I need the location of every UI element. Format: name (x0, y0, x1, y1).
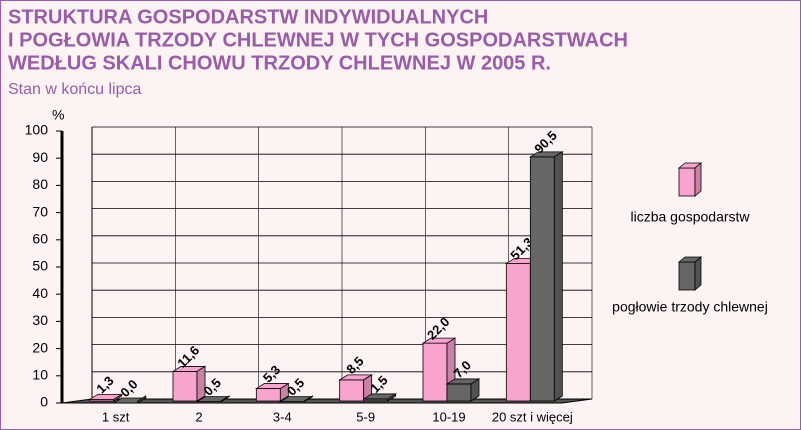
x-tick-label: 2 (195, 409, 202, 424)
y-tick-label: 10 (32, 367, 48, 383)
bar-side (387, 393, 397, 402)
bar (88, 393, 124, 402)
legend-side (694, 256, 702, 291)
bar-side (196, 365, 206, 402)
chart-title: I POGŁOWIA TRZODY CHLEWNEJ W TYCH GOSPOD… (8, 29, 628, 51)
y-tick-label: 30 (32, 312, 48, 328)
bar-side (553, 151, 563, 402)
y-tick-label: 90 (32, 149, 48, 165)
bar-front (339, 379, 365, 402)
bar (254, 382, 290, 402)
y-axis-label: % (52, 107, 64, 123)
legend-front (678, 261, 696, 291)
bar (278, 395, 314, 403)
legend-swatch (677, 256, 703, 291)
y-tick-label: 40 (32, 285, 48, 301)
x-tick-label: 1 szt (102, 409, 130, 424)
bar-side (220, 395, 230, 403)
x-tick-label: 3-4 (273, 409, 292, 424)
bar (112, 395, 148, 404)
legend-front (678, 167, 696, 197)
bar-front (422, 342, 448, 402)
bar (528, 151, 564, 402)
bar-front (505, 263, 531, 402)
x-tick-label: 5-9 (356, 409, 375, 424)
y-tick-label: 20 (32, 339, 48, 355)
legend-side (694, 162, 702, 197)
y-tick-label: 0 (40, 394, 48, 410)
y-tick-label: 50 (32, 258, 48, 274)
chart-title: STRUKTURA GOSPODARSTW INDYWIDUALNYCH (8, 6, 488, 28)
y-tick-label: 60 (32, 231, 48, 247)
bar-side (279, 382, 289, 402)
x-tick-label: 10-19 (432, 409, 465, 424)
bar (195, 395, 231, 403)
y-tick-label: 70 (32, 203, 48, 219)
x-tick-label: 20 szt i więcej (492, 409, 573, 424)
bar (362, 393, 398, 402)
chart-subtitle: Stan w końcu lipca (8, 81, 142, 98)
bar-front (172, 371, 198, 402)
legend-label: pogłowie trzody chlewnej (612, 299, 768, 315)
bar-side (303, 395, 313, 403)
bar-side (470, 378, 480, 402)
bar (171, 365, 207, 402)
legend-swatch (677, 162, 703, 197)
bar-side (113, 393, 123, 402)
bar (338, 374, 374, 402)
legend-label: liczba gospodarstw (630, 209, 750, 225)
bar-front (446, 383, 472, 402)
bar (445, 378, 481, 402)
y-tick-label: 80 (32, 176, 48, 192)
bar-front (255, 388, 281, 402)
y-tick-label: 100 (25, 122, 49, 138)
bar-front (529, 156, 555, 402)
bar-side (137, 395, 147, 404)
chart-title: WEDŁUG SKALI CHOWU TRZODY CHLEWNEJ W 200… (8, 52, 551, 74)
